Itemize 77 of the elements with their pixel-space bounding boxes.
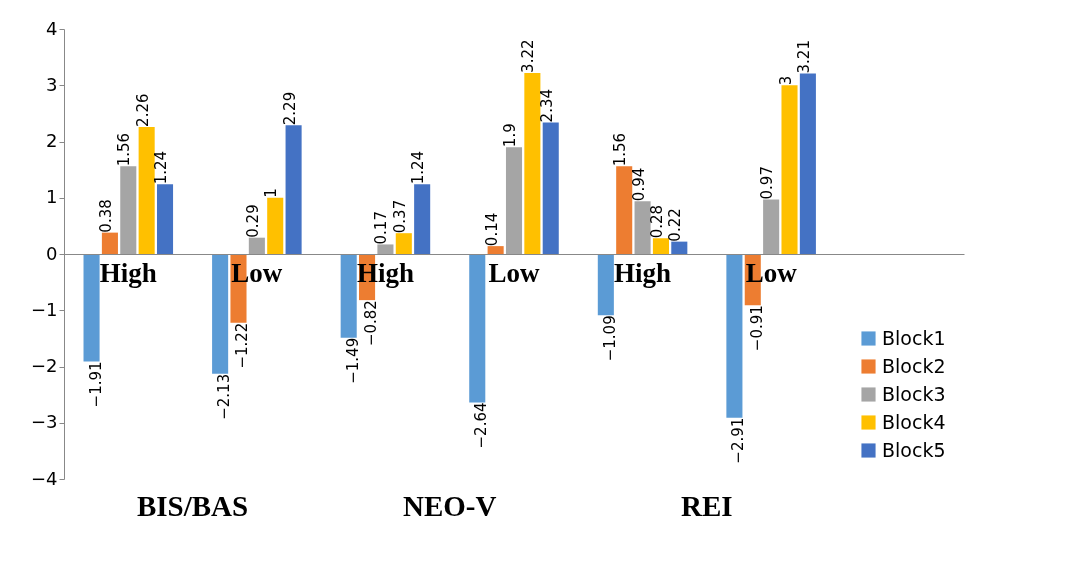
y-tick-label: 4 [46, 17, 58, 39]
data-label: 2.29 [280, 91, 299, 126]
y-tick-label: 0 [46, 242, 58, 264]
bar [799, 73, 816, 254]
bar [763, 199, 780, 254]
data-label: 0.37 [390, 199, 409, 234]
bar [542, 122, 559, 254]
data-label: 2.26 [133, 93, 152, 127]
bar [634, 201, 651, 254]
bar [597, 254, 614, 316]
bar [505, 147, 523, 254]
data-label: 3.22 [519, 39, 538, 73]
x-tick-label: Low [488, 257, 540, 288]
bar [156, 184, 174, 254]
x-tick-label: High [99, 257, 157, 288]
y-tick-label: −1 [30, 298, 58, 320]
x-tick-label: High [614, 257, 672, 288]
bar [285, 125, 302, 254]
y-tick-label: 2 [46, 130, 58, 151]
data-label: 0.97 [758, 166, 777, 200]
data-label: 1.56 [611, 132, 630, 167]
data-label: −1.22 [233, 322, 252, 369]
data-label: 1.24 [152, 150, 171, 185]
data-label: 0.94 [629, 167, 648, 202]
data-label: 0.22 [666, 208, 685, 242]
data-label: 0.28 [647, 204, 666, 239]
text: BIS/BAS [136, 490, 249, 522]
bar [138, 126, 155, 254]
legend-label: Block5 [882, 438, 946, 461]
y-tick-label: −2 [30, 355, 58, 376]
bar [83, 254, 100, 362]
text: NEO-V [402, 490, 497, 522]
data-label: −2.13 [215, 373, 234, 420]
bar [652, 238, 669, 254]
legend-label: Block3 [882, 382, 946, 405]
bar [395, 233, 412, 254]
data-label: 0.17 [372, 211, 391, 245]
text: REI [681, 490, 733, 522]
bar [101, 232, 118, 254]
legend-label: Block1 [882, 326, 946, 349]
data-label: 0.38 [96, 199, 115, 233]
legend-label: Block2 [882, 354, 946, 377]
data-label: 1.56 [115, 132, 134, 167]
data-label: 3.21 [794, 40, 813, 74]
y-tick-label: 1 [46, 186, 58, 208]
data-label: −1.49 [343, 337, 362, 384]
data-label: −0.91 [747, 305, 766, 352]
bar [267, 197, 284, 254]
bar [469, 254, 486, 403]
data-label: −1.91 [86, 361, 105, 408]
y-tick-label: 3 [46, 73, 58, 95]
bar [487, 246, 504, 254]
legend-label: Block4 [882, 410, 946, 433]
data-label: 0.14 [482, 212, 501, 247]
bar [781, 85, 798, 254]
bar [377, 244, 394, 254]
y-tick-label: −3 [30, 411, 58, 433]
bar [248, 237, 265, 254]
data-label: 3 [776, 75, 795, 86]
data-label: 1 [262, 188, 281, 198]
bar [726, 254, 743, 418]
data-label: 1.9 [501, 123, 519, 148]
data-label: −2.91 [729, 417, 748, 464]
data-label: 2.34 [537, 88, 556, 123]
bar [120, 166, 137, 254]
data-label: −0.82 [362, 300, 381, 347]
y-tick-label: −4 [30, 467, 58, 489]
data-label: −2.64 [472, 402, 491, 449]
bar [340, 254, 357, 338]
data-label: 1.24 [409, 150, 428, 185]
data-label: −1.09 [600, 315, 619, 362]
bar [524, 72, 541, 254]
bar [616, 166, 633, 254]
bar [212, 254, 229, 374]
bar [414, 184, 431, 254]
data-label: 0.29 [243, 204, 262, 238]
bar [671, 241, 688, 254]
